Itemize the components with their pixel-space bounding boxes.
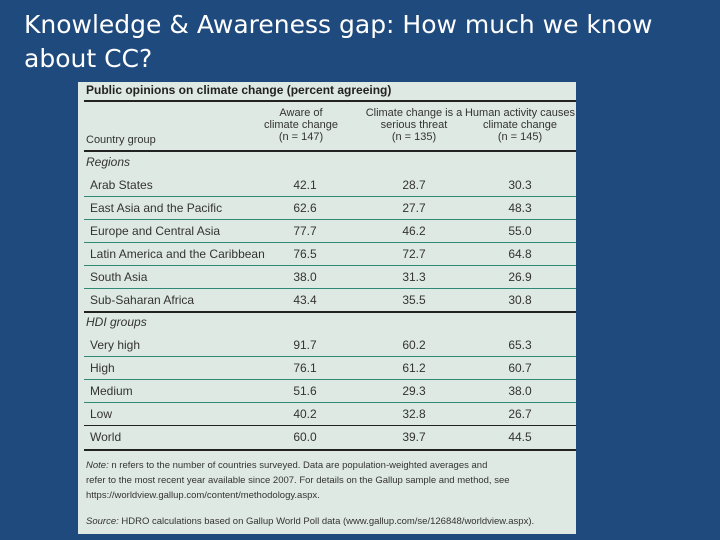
row-value-threat: 35.5 <box>402 293 426 307</box>
slide-title: Knowledge & Awareness gap: How much we k… <box>24 8 704 76</box>
note-line2: refer to the most recent year available … <box>86 475 510 486</box>
row-value-threat: 61.2 <box>402 361 426 375</box>
row-value-human: 65.3 <box>508 338 532 352</box>
row-value-aware: 43.4 <box>293 293 317 307</box>
row-value-human: 55.0 <box>508 224 532 238</box>
column-header-serious-threat: Climate change is a serious threat (n = … <box>362 107 466 149</box>
column-header-aware-line1: Aware of <box>279 107 323 119</box>
row-value-aware: 60.0 <box>293 430 317 444</box>
row-value-threat: 29.3 <box>402 384 426 398</box>
row-value-aware: 76.5 <box>293 247 317 261</box>
row-value-aware: 42.1 <box>293 178 317 192</box>
row-value-human: 30.8 <box>508 293 532 307</box>
row-name: Latin America and the Caribbean <box>90 247 265 261</box>
table-row: Europe and Central Asia 77.7 46.2 55.0 <box>84 220 576 243</box>
note-label: Note: <box>86 460 109 471</box>
table-bottom-rule <box>84 449 576 451</box>
row-value-human: 26.9 <box>508 270 532 284</box>
table-row: Low 40.2 32.8 26.7 <box>84 403 576 426</box>
row-name: Medium <box>90 384 133 398</box>
row-value-threat: 39.7 <box>402 430 426 444</box>
table-source: Source: HDRO calculations based on Gallu… <box>86 516 576 527</box>
table-row: High 76.1 61.2 60.7 <box>84 357 576 380</box>
group-label-hdi: HDI groups <box>86 315 147 329</box>
row-name: Very high <box>90 338 141 352</box>
row-value-aware: 62.6 <box>293 201 317 215</box>
column-header-human-line2: climate change <box>483 119 557 131</box>
row-divider <box>84 356 576 357</box>
row-divider <box>84 242 576 243</box>
column-header-human-n: (n = 145) <box>497 131 543 143</box>
source-text: HDRO calculations based on Gallup World … <box>118 516 535 527</box>
opinion-table-figure: Public opinions on climate change (perce… <box>78 82 576 534</box>
column-header-human-line1: Human activity causes <box>464 107 576 119</box>
row-value-aware: 76.1 <box>293 361 317 375</box>
slide-title-line1: Knowledge & Awareness gap: How much we k… <box>24 10 653 39</box>
row-value-human: 30.3 <box>508 178 532 192</box>
table-row: Sub-Saharan Africa 43.4 35.5 30.8 <box>84 289 576 312</box>
column-header-aware-line2: climate change <box>264 119 338 131</box>
table-row: South Asia 38.0 31.3 26.9 <box>84 266 576 289</box>
table-row: Very high 91.7 60.2 65.3 <box>84 334 576 357</box>
row-value-human: 44.5 <box>508 430 532 444</box>
table-row: East Asia and the Pacific 62.6 27.7 48.3 <box>84 197 576 220</box>
row-divider <box>84 402 576 403</box>
row-value-aware: 38.0 <box>293 270 317 284</box>
row-value-aware: 91.7 <box>293 338 317 352</box>
row-name: Sub-Saharan Africa <box>90 293 195 307</box>
row-header-country-group: Country group <box>86 134 156 146</box>
row-divider <box>84 379 576 380</box>
row-value-aware: 40.2 <box>293 407 317 421</box>
column-header-aware-n: (n = 147) <box>278 131 324 143</box>
row-name: Europe and Central Asia <box>90 224 221 238</box>
table-row: Latin America and the Caribbean 76.5 72.… <box>84 243 576 266</box>
column-header-threat-line2: serious threat <box>380 119 448 131</box>
row-name: High <box>90 361 115 375</box>
row-name: Arab States <box>90 178 153 192</box>
row-value-threat: 32.8 <box>402 407 426 421</box>
note-line1: n refers to the number of countries surv… <box>108 460 488 471</box>
note-line3: https://worldview.gallup.com/content/met… <box>86 490 320 501</box>
table-row: Medium 51.6 29.3 38.0 <box>84 380 576 403</box>
column-header-threat-n: (n = 135) <box>391 131 437 143</box>
column-header-threat-line1: Climate change is a <box>365 107 463 119</box>
column-header-human-activity: Human activity causes climate change (n … <box>464 107 576 149</box>
row-value-human: 60.7 <box>508 361 532 375</box>
slide-title-line2: about CC? <box>24 44 153 73</box>
table-top-rule <box>84 100 576 102</box>
row-name: South Asia <box>90 270 148 284</box>
row-value-aware: 77.7 <box>293 224 317 238</box>
column-header-aware: Aware of climate change (n = 147) <box>256 107 346 149</box>
row-value-threat: 27.7 <box>402 201 426 215</box>
row-value-aware: 51.6 <box>293 384 317 398</box>
row-divider <box>84 196 576 197</box>
row-name: East Asia and the Pacific <box>90 201 223 215</box>
group-label-regions: Regions <box>86 155 131 169</box>
header-bottom-rule <box>84 150 576 152</box>
row-value-threat: 28.7 <box>402 178 426 192</box>
source-label: Source: <box>86 516 119 527</box>
row-divider <box>84 288 576 289</box>
row-name: Low <box>90 407 113 421</box>
row-value-human: 26.7 <box>508 407 532 421</box>
table-row: Arab States 42.1 28.7 30.3 <box>84 174 576 197</box>
table-title: Public opinions on climate change (perce… <box>86 83 392 97</box>
row-divider <box>84 219 576 220</box>
row-value-human: 64.8 <box>508 247 532 261</box>
row-name: World <box>90 430 122 444</box>
regions-bottom-rule <box>84 311 576 313</box>
row-value-human: 38.0 <box>508 384 532 398</box>
row-value-threat: 60.2 <box>402 338 426 352</box>
table-row-world: World 60.0 39.7 44.5 <box>84 426 576 449</box>
row-value-threat: 31.3 <box>402 270 426 284</box>
row-divider <box>84 265 576 266</box>
hdi-bottom-rule <box>84 425 576 426</box>
row-value-threat: 46.2 <box>402 224 426 238</box>
table-note: Note: n refers to the number of countrie… <box>86 458 566 503</box>
row-value-threat: 72.7 <box>402 247 426 261</box>
row-value-human: 48.3 <box>508 201 532 215</box>
